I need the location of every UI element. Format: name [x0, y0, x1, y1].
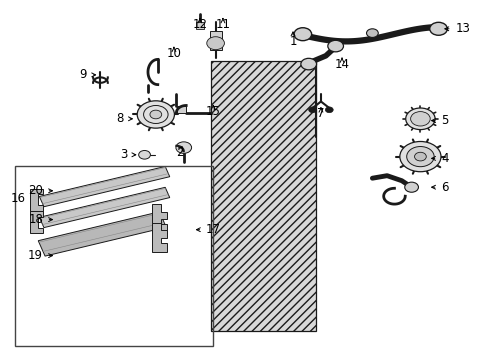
Bar: [177, 106, 186, 113]
Polygon shape: [39, 166, 170, 207]
Text: 18: 18: [28, 213, 43, 226]
Circle shape: [328, 40, 343, 52]
Text: 6: 6: [441, 181, 448, 194]
Circle shape: [207, 37, 224, 50]
Polygon shape: [39, 187, 170, 228]
Circle shape: [400, 141, 441, 172]
Text: 9: 9: [80, 68, 87, 81]
Circle shape: [137, 101, 174, 128]
Polygon shape: [152, 223, 167, 252]
Circle shape: [415, 152, 426, 161]
Circle shape: [367, 29, 378, 37]
Circle shape: [176, 142, 192, 153]
Bar: [196, 22, 204, 29]
Circle shape: [405, 182, 418, 192]
Text: 19: 19: [28, 249, 43, 262]
Circle shape: [150, 110, 162, 119]
Polygon shape: [38, 212, 166, 256]
Polygon shape: [30, 189, 43, 211]
Text: 13: 13: [456, 22, 470, 35]
Circle shape: [139, 150, 150, 159]
Bar: [210, 31, 222, 50]
Text: 7: 7: [317, 107, 325, 120]
Circle shape: [407, 147, 434, 167]
Circle shape: [301, 58, 317, 70]
Circle shape: [325, 107, 333, 113]
Text: 3: 3: [120, 148, 127, 161]
Bar: [211, 61, 316, 331]
Polygon shape: [30, 211, 43, 233]
Text: 15: 15: [206, 105, 220, 118]
Circle shape: [411, 112, 430, 126]
Text: 16: 16: [11, 192, 26, 204]
Text: 10: 10: [167, 47, 181, 60]
Circle shape: [309, 107, 317, 113]
Text: 12: 12: [193, 18, 207, 31]
Circle shape: [294, 28, 312, 41]
Text: 8: 8: [116, 112, 123, 125]
Circle shape: [430, 22, 447, 35]
Text: 17: 17: [206, 223, 221, 236]
Polygon shape: [152, 204, 167, 233]
Text: 5: 5: [441, 114, 448, 127]
Text: 14: 14: [335, 58, 349, 71]
Text: 1: 1: [289, 35, 297, 48]
Text: 11: 11: [216, 18, 230, 31]
Bar: [15, 166, 213, 346]
Text: 2: 2: [176, 147, 184, 159]
Text: 4: 4: [441, 152, 448, 165]
Text: 20: 20: [28, 184, 43, 197]
Circle shape: [406, 108, 435, 130]
